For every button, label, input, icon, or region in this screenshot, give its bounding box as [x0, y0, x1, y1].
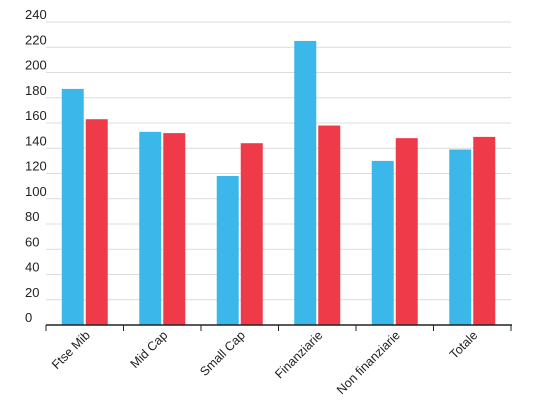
bar-finanziarie-series-1 [294, 40, 317, 325]
x-category-label: Non finanziarie [334, 328, 403, 397]
bar-finanziarie-series-2 [318, 125, 341, 326]
y-tick-label: 140 [25, 133, 47, 148]
x-category-label: Mid Cap [128, 328, 171, 371]
bar-non-finanziarie-series-2 [395, 138, 418, 325]
bar-mid-cap-series-1 [139, 131, 162, 325]
y-tick-label: 80 [25, 209, 39, 224]
y-axis-ticks: 0 20 40 60 80 100 120 140 160 180 200 220 240 [25, 7, 47, 325]
x-category-label: Finanziarie [272, 328, 325, 381]
bar-totale-series-2 [473, 136, 496, 325]
y-tick-label: 0 [25, 310, 32, 325]
y-tick-label: 60 [25, 234, 39, 249]
x-category-label: Ftse Mib [49, 328, 93, 372]
y-tick-label: 240 [25, 7, 47, 22]
y-tick-label: 200 [25, 58, 47, 73]
x-axis-ticks [45, 325, 512, 331]
x-category-label: Small Cap [197, 328, 248, 379]
y-tick-label: 160 [25, 108, 47, 123]
bars [61, 40, 496, 326]
y-tick-label: 100 [25, 184, 47, 199]
bar-non-finanziarie-series-1 [371, 160, 394, 325]
bar-totale-series-1 [449, 149, 472, 325]
grid-lines [46, 21, 511, 301]
bar-small-cap-series-1 [216, 176, 239, 325]
y-tick-label: 20 [25, 285, 39, 300]
bar-small-cap-series-2 [240, 143, 263, 325]
bar-ftse-mib-series-2 [85, 119, 108, 326]
x-axis-labels: Ftse Mib Mid Cap Small Cap Finanziarie Non f… [49, 328, 480, 397]
bar-mid-cap-series-2 [163, 133, 186, 325]
y-tick-label: 120 [25, 159, 47, 174]
y-tick-label: 220 [25, 32, 47, 47]
y-tick-label: 180 [25, 83, 47, 98]
y-tick-label: 40 [25, 260, 39, 275]
x-category-label: Totale [447, 328, 481, 362]
bar-ftse-mib-series-1 [61, 88, 84, 325]
